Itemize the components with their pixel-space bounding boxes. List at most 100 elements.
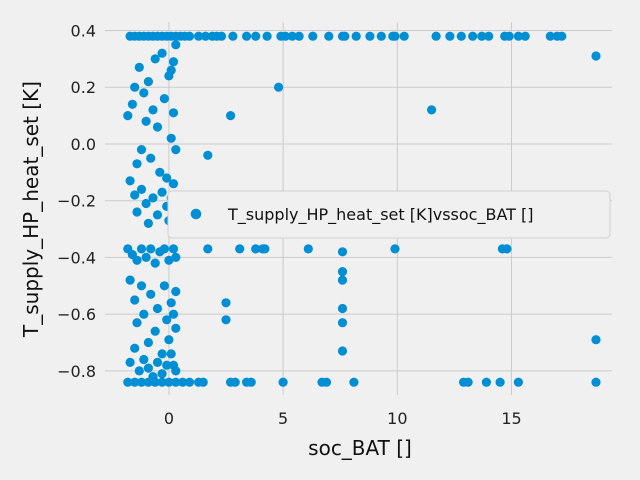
data-point bbox=[141, 198, 151, 209]
data-point bbox=[136, 145, 147, 155]
data-point bbox=[287, 31, 297, 41]
data-point bbox=[157, 369, 167, 379]
data-point bbox=[171, 252, 181, 262]
y-tick-label: 0.2 bbox=[71, 78, 96, 97]
data-point bbox=[171, 323, 181, 333]
data-point bbox=[504, 31, 514, 41]
legend-marker bbox=[190, 208, 202, 220]
data-point bbox=[164, 377, 174, 387]
data-point bbox=[246, 377, 256, 387]
data-point bbox=[171, 366, 181, 376]
data-point bbox=[260, 244, 270, 254]
data-point bbox=[141, 116, 151, 126]
data-point bbox=[150, 326, 160, 336]
data-point bbox=[148, 105, 158, 115]
data-point bbox=[166, 65, 176, 75]
legend: T_supply_HP_heat_set [K]vssoc_BAT [] bbox=[167, 190, 611, 239]
data-point bbox=[157, 377, 167, 387]
data-point bbox=[591, 377, 601, 387]
x-tick-label: 0 bbox=[164, 409, 174, 428]
data-point bbox=[242, 31, 252, 41]
data-point bbox=[251, 31, 261, 41]
data-point bbox=[152, 122, 163, 132]
data-point bbox=[132, 318, 142, 328]
data-point bbox=[159, 94, 169, 104]
data-point bbox=[157, 48, 167, 58]
data-point bbox=[166, 349, 176, 359]
data-point bbox=[262, 31, 272, 41]
data-point bbox=[136, 281, 147, 291]
data-point bbox=[184, 377, 195, 387]
data-point bbox=[390, 31, 400, 41]
data-point bbox=[130, 295, 140, 305]
data-point bbox=[132, 255, 142, 265]
data-point bbox=[143, 77, 153, 87]
data-point bbox=[513, 31, 524, 41]
data-point bbox=[303, 244, 313, 254]
data-point bbox=[495, 377, 505, 387]
data-point bbox=[591, 51, 601, 61]
data-point bbox=[143, 218, 153, 228]
data-point bbox=[513, 377, 524, 387]
data-point bbox=[349, 377, 359, 387]
data-point bbox=[228, 31, 238, 41]
data-point bbox=[427, 105, 437, 115]
data-point bbox=[178, 377, 188, 387]
data-point bbox=[127, 99, 137, 109]
data-point bbox=[337, 267, 348, 277]
data-point bbox=[365, 31, 375, 41]
data-point bbox=[136, 184, 147, 194]
data-point bbox=[591, 335, 601, 345]
legend-label: T_supply_HP_heat_set [K]vssoc_BAT [] bbox=[227, 205, 533, 225]
data-point bbox=[171, 286, 181, 297]
data-point bbox=[337, 346, 348, 356]
data-point bbox=[132, 159, 142, 169]
data-point bbox=[159, 244, 169, 254]
data-point bbox=[171, 377, 181, 387]
data-point bbox=[445, 31, 455, 41]
data-point bbox=[221, 298, 231, 308]
data-point bbox=[337, 318, 348, 328]
data-point bbox=[431, 31, 441, 41]
data-point bbox=[164, 255, 174, 265]
data-point bbox=[139, 354, 149, 365]
data-point bbox=[139, 309, 149, 319]
data-point bbox=[146, 244, 156, 254]
data-point bbox=[520, 31, 530, 41]
grid-lines bbox=[105, 22, 612, 395]
data-point bbox=[157, 187, 167, 197]
data-point bbox=[481, 377, 491, 387]
data-point bbox=[340, 31, 350, 41]
data-point bbox=[484, 31, 494, 41]
data-point bbox=[152, 210, 163, 220]
data-point bbox=[168, 108, 179, 118]
data-point bbox=[463, 377, 473, 387]
data-point bbox=[143, 363, 153, 373]
data-point bbox=[545, 31, 555, 41]
data-point bbox=[278, 377, 288, 387]
data-point bbox=[194, 31, 204, 41]
data-point bbox=[168, 244, 179, 254]
data-point bbox=[203, 244, 213, 254]
data-point bbox=[166, 133, 176, 143]
y-tick-label: 0.4 bbox=[71, 22, 96, 41]
data-point bbox=[164, 335, 174, 345]
data-point bbox=[134, 62, 144, 72]
data-point bbox=[148, 193, 158, 203]
data-point bbox=[130, 190, 140, 200]
y-tick-label: 0.0 bbox=[71, 135, 96, 154]
legend-box bbox=[167, 190, 611, 239]
data-point bbox=[162, 173, 172, 183]
data-point bbox=[125, 176, 135, 186]
data-point bbox=[146, 289, 156, 299]
data-point bbox=[226, 111, 236, 121]
data-point bbox=[136, 244, 147, 254]
data-point bbox=[123, 377, 133, 387]
data-point bbox=[125, 275, 135, 285]
data-point bbox=[130, 82, 140, 92]
data-point bbox=[132, 207, 142, 217]
data-point bbox=[280, 31, 290, 41]
data-point bbox=[125, 357, 135, 367]
data-point bbox=[143, 337, 153, 348]
